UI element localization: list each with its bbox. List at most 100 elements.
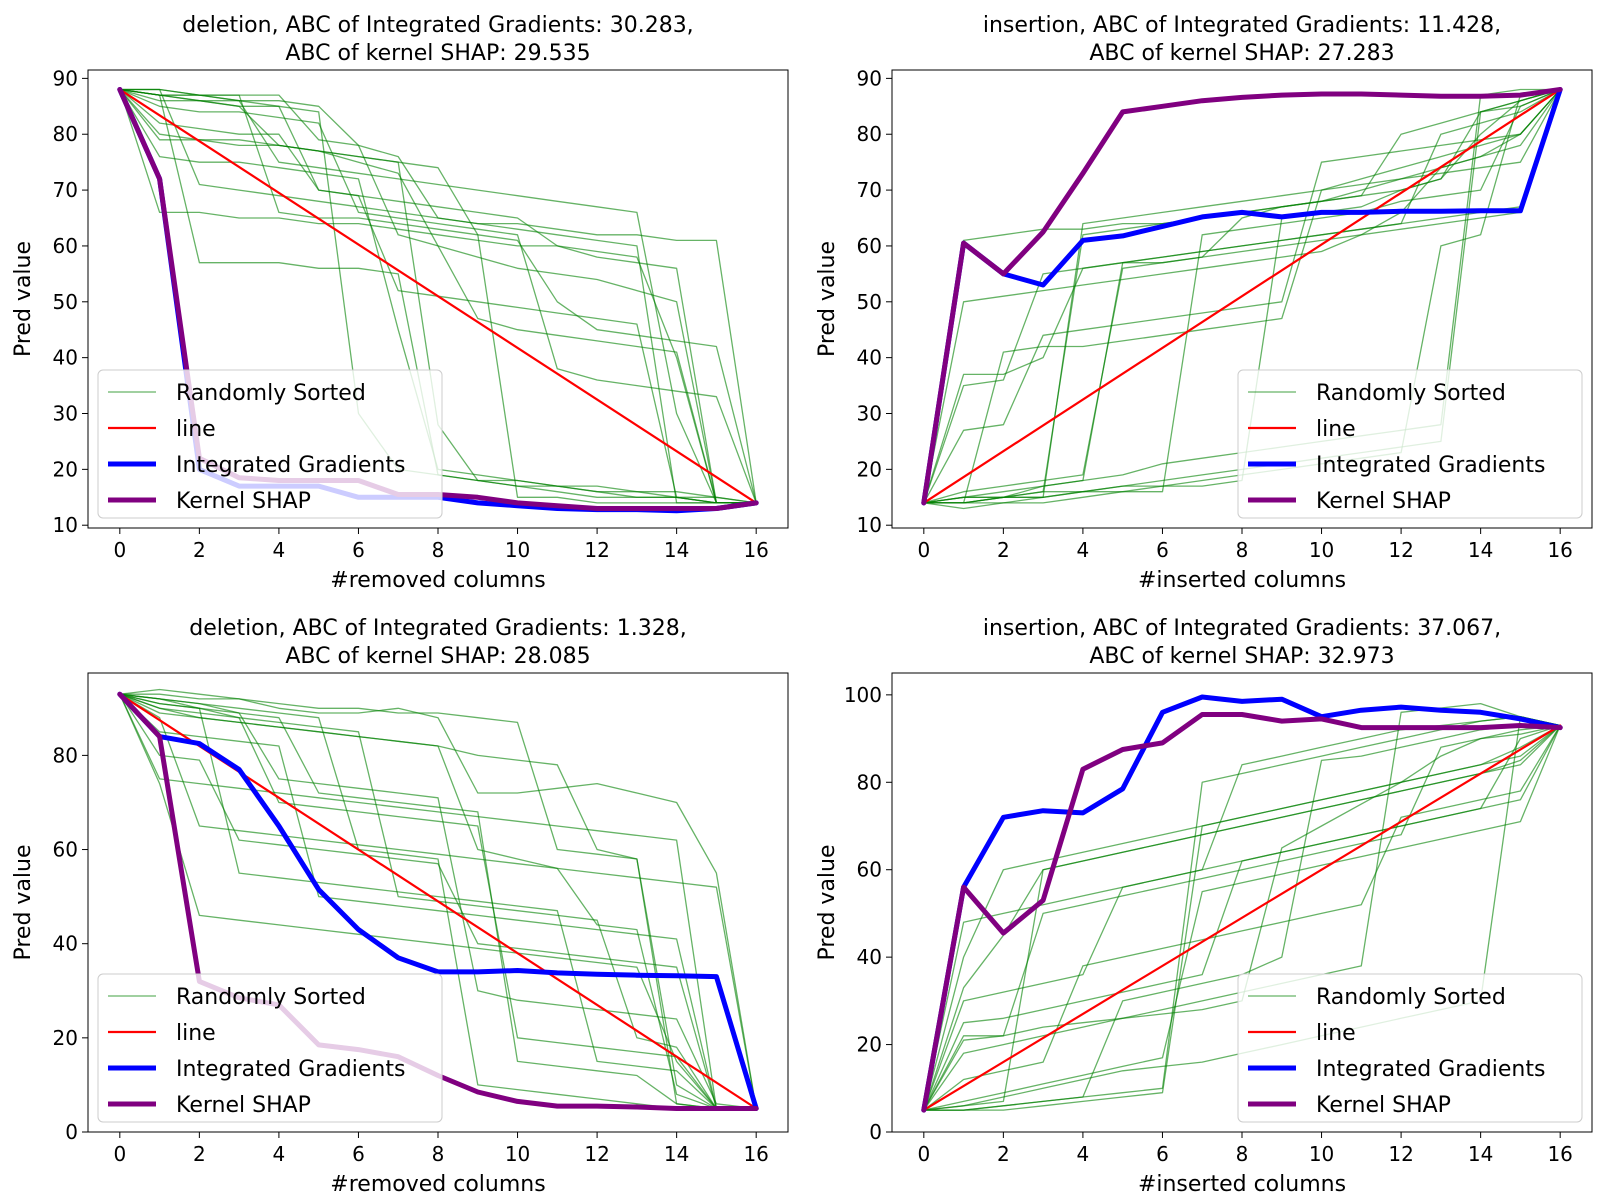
x-tick-label: 2	[193, 1142, 206, 1166]
chart-title-line: ABC of kernel SHAP: 27.283	[1089, 41, 1394, 66]
x-tick-label: 12	[1388, 1142, 1413, 1166]
y-tick-label: 0	[869, 1120, 882, 1144]
x-tick-label: 0	[917, 538, 930, 562]
y-tick-label: 10	[857, 513, 882, 537]
legend-label: Kernel SHAP	[176, 1093, 311, 1118]
subplot-1: deletion, ABC of Integrated Gradients: 3…	[11, 13, 789, 593]
series-line	[119, 88, 757, 504]
series-line	[921, 694, 1563, 1113]
x-tick-label: 14	[664, 538, 689, 562]
series-line	[118, 88, 758, 504]
legend-label: Randomly Sorted	[176, 381, 366, 406]
y-tick-label: 40	[857, 346, 882, 370]
y-tick-label: 30	[53, 402, 78, 426]
y-tick-label: 20	[857, 457, 882, 481]
x-tick-label: 4	[1077, 538, 1090, 562]
x-tick-label: 12	[584, 1142, 609, 1166]
legend-label: Randomly Sorted	[176, 985, 366, 1010]
y-tick-label: 80	[53, 122, 78, 146]
series-line	[923, 88, 1561, 510]
y-tick-label: 40	[857, 945, 882, 969]
y-axis-label: Pred value	[11, 844, 36, 960]
series-line	[922, 88, 1562, 504]
y-tick-label: 60	[857, 234, 882, 258]
legend-label: Integrated Gradients	[176, 453, 405, 478]
x-axis-label: #removed columns	[330, 1172, 545, 1197]
y-tick-label: 90	[53, 66, 78, 90]
series-line	[119, 688, 757, 1110]
series-line	[922, 88, 1562, 504]
series-line	[119, 693, 757, 1110]
y-tick-label: 60	[53, 234, 78, 258]
x-tick-label: 10	[505, 538, 530, 562]
data-layer	[921, 87, 1563, 510]
x-tick-label: 12	[584, 538, 609, 562]
y-tick-label: 50	[857, 290, 882, 314]
series-line	[922, 724, 1562, 1112]
x-tick-label: 10	[1309, 1142, 1334, 1166]
series-line	[119, 693, 757, 1110]
series-line	[119, 693, 757, 1110]
series-integrated-gradients	[117, 691, 759, 1111]
x-tick-label: 6	[1156, 538, 1169, 562]
legend: Randomly Sorted line Integrated Gradients K…	[97, 369, 443, 519]
x-axis-label: #removed columns	[330, 568, 545, 593]
x-tick-label: 14	[664, 1142, 689, 1166]
y-tick-label: 70	[53, 178, 78, 202]
series-line	[923, 724, 1561, 1111]
chart-title-line: deletion, ABC of Integrated Gradients: 3…	[182, 13, 693, 38]
y-axis-label: Pred value	[815, 241, 840, 357]
series-line	[922, 724, 1562, 1112]
x-tick-label: 6	[352, 1142, 365, 1166]
series-line	[923, 716, 1561, 1111]
x-tick-label: 8	[1236, 1142, 1249, 1166]
series-randomly-sorted	[119, 88, 757, 504]
y-tick-label: 80	[857, 770, 882, 794]
series-line	[119, 88, 757, 504]
x-tick-label: 6	[1156, 1142, 1169, 1166]
x-tick-label: 16	[1547, 538, 1572, 562]
legend-box	[1237, 973, 1583, 1123]
x-axis-label: #inserted columns	[1138, 568, 1346, 593]
x-tick-label: 8	[432, 538, 445, 562]
legend-label: Randomly Sorted	[1316, 985, 1506, 1010]
legend-label: Integrated Gradients	[1316, 1057, 1545, 1082]
series-line	[119, 88, 757, 504]
series-line	[921, 87, 1563, 506]
x-tick-label: 8	[1236, 538, 1249, 562]
y-tick-label: 0	[65, 1120, 78, 1144]
legend: Randomly Sorted line Integrated Gradients K…	[1237, 369, 1583, 519]
legend-label: line	[1316, 417, 1356, 442]
series-randomly-sorted	[923, 88, 1561, 510]
series-line	[118, 88, 758, 504]
x-tick-label: 14	[1468, 538, 1493, 562]
y-tick-label: 50	[53, 290, 78, 314]
legend: Randomly Sorted line Integrated Gradients K…	[1237, 973, 1583, 1123]
x-tick-label: 10	[505, 1142, 530, 1166]
legend-label: line	[176, 417, 216, 442]
legend-label: Integrated Gradients	[176, 1057, 405, 1082]
series-line	[923, 724, 1561, 1111]
series-line	[119, 693, 757, 1110]
chart-title-line: insertion, ABC of Integrated Gradients: …	[983, 616, 1501, 641]
x-tick-label: 0	[113, 1142, 126, 1166]
series-line	[119, 88, 757, 504]
x-tick-label: 8	[432, 1142, 445, 1166]
y-tick-label: 20	[857, 1033, 882, 1057]
x-tick-label: 16	[1547, 1142, 1572, 1166]
x-tick-label: 10	[1309, 538, 1334, 562]
series-line	[117, 691, 759, 1111]
y-tick-label: 10	[53, 513, 78, 537]
y-tick-label: 100	[844, 683, 882, 707]
x-tick-label: 16	[743, 538, 768, 562]
x-tick-label: 14	[1468, 1142, 1493, 1166]
series-line	[119, 693, 757, 1110]
y-tick-label: 60	[53, 838, 78, 862]
series-line	[119, 693, 757, 1110]
series-line	[923, 88, 1561, 504]
legend-label: Kernel SHAP	[176, 489, 311, 514]
series-line	[923, 88, 1561, 504]
chart-title-line: ABC of kernel SHAP: 28.085	[285, 644, 590, 669]
series-kernel-shap	[921, 87, 1563, 506]
